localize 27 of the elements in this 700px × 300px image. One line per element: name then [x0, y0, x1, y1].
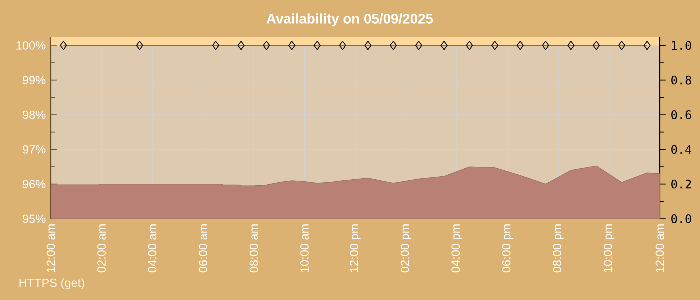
chart-title: Availability on 05/09/2025	[266, 14, 434, 27]
x-tick-label: 10:00 pm	[604, 224, 615, 272]
x-tick-label: 02:00 pm	[400, 224, 412, 273]
y2-tick-label: 0.4	[672, 145, 692, 154]
y2-tick-label: 0.0	[672, 214, 692, 224]
y-tick-label: 95%	[23, 214, 46, 224]
y-tick-label: 97%	[23, 145, 46, 154]
y-tick-label: 98%	[23, 110, 46, 120]
x-tick-label: 04:00 am	[148, 224, 157, 273]
y-tick-label: 99%	[23, 76, 46, 84]
y2-tick-label: 1.0	[672, 41, 692, 50]
y-tick-label: 96%	[23, 180, 46, 188]
x-tick-label: 08:00 pm	[553, 224, 564, 273]
x-tick-label: 12:00 pm	[350, 224, 361, 272]
text: HTTPS (get)	[20, 278, 84, 290]
y2-tick-label: 0.8	[672, 76, 692, 85]
x-tick-label: 02:00 am	[98, 224, 106, 273]
x-tick-label: 12:00 am	[46, 224, 56, 272]
x-tick-label: 06:00 am	[199, 224, 208, 273]
x-tick-label: 06:00 pm	[502, 224, 514, 273]
y2-tick-label: 0.2	[672, 180, 692, 189]
x-tick-label: 12:00 am	[656, 224, 664, 272]
x-tick-label: 10:00 am	[300, 224, 309, 272]
y2-tick-label: 0.6	[672, 110, 692, 120]
y-tick-label: 100%	[16, 41, 46, 50]
x-tick-label: 08:00 am	[250, 224, 258, 273]
x-tick-label: 04:00 pm	[452, 224, 462, 273]
